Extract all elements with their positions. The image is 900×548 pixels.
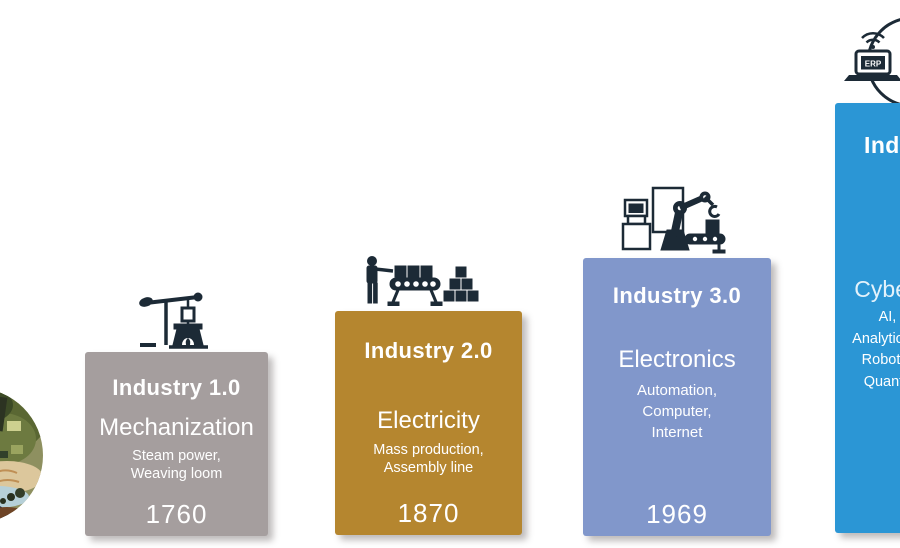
stage-name: Cyber Physical	[854, 276, 900, 302]
stage-detail-line: Quantum computing,	[863, 373, 900, 390]
stage-detail-line: Computer,	[642, 403, 712, 420]
stage-detail-line: AI, IoT, Big Data	[878, 309, 900, 325]
stage-title: Industry 2.0	[364, 338, 493, 363]
stage-name: Mechanization	[99, 414, 254, 441]
stage-detail-line: Analytics, Cybersecurity,	[852, 330, 900, 347]
stage-title: Industry 4.0	[864, 132, 900, 158]
stage-detail-line: Automation,	[636, 382, 718, 399]
stage-year: 1760	[145, 499, 208, 529]
erp-laptop-icon: ERP	[844, 18, 900, 106]
stage-details: Automation, Computer, Internet	[637, 380, 717, 443]
steam-engine-icon	[139, 292, 208, 349]
stage-year: 1870	[397, 498, 460, 528]
industrial-revolution-painting	[0, 388, 43, 523]
stage-bar-industry-4: Industry 4.0 Cyber Physical AI, IoT, Big…	[835, 103, 900, 533]
stage-bar-industry-1: Industry 1.0 Mechanization Steam power, …	[85, 352, 268, 536]
stage-title: Industry 3.0	[612, 283, 742, 308]
stage-detail-line: Weaving loom	[130, 466, 223, 482]
stage-detail-line: Robotics, 3D printing,	[861, 352, 900, 368]
stage-bar-industry-2: Industry 2.0 Electricity Mass production…	[335, 311, 522, 535]
stage-detail-line: Assembly line	[383, 460, 474, 476]
erp-label: ERP	[865, 60, 882, 69]
stage-year: 1969	[646, 499, 708, 529]
stage-title: Industry 1.0	[112, 375, 241, 400]
robot-arm-icon	[621, 186, 726, 254]
stage-details: Mass production, Assembly line	[373, 441, 483, 477]
stage-detail-line: Internet	[651, 424, 703, 441]
stage-name: Electricity	[377, 407, 480, 434]
stage-details: AI, IoT, Big Data Analytics, Cybersecuri…	[852, 307, 900, 393]
stage-detail-line: Mass production,	[373, 442, 484, 458]
stage-details: Steam power, Weaving loom	[131, 447, 223, 483]
stage-bar-industry-3: Industry 3.0 Electronics Automation, Com…	[583, 258, 771, 536]
stage-detail-line: Steam power,	[132, 448, 221, 464]
assembly-line-icon	[366, 256, 479, 306]
stage-name: Electronics	[618, 346, 736, 373]
